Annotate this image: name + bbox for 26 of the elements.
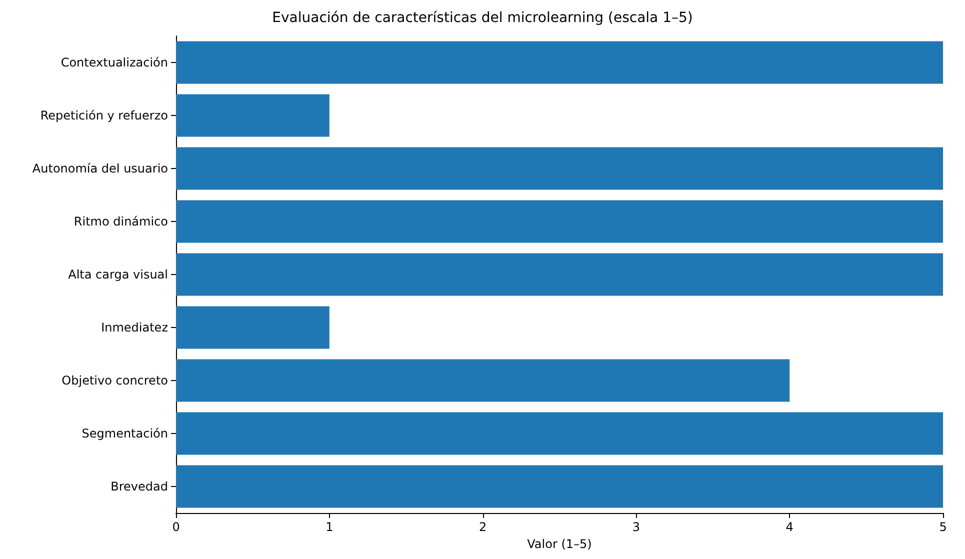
y-tick-label: Contextualización — [60, 56, 168, 70]
y-tick-label: Autonomía del usuario — [32, 162, 168, 176]
bar — [176, 41, 943, 84]
bar — [176, 465, 943, 508]
x-tick-label: 4 — [786, 520, 794, 534]
bar — [176, 200, 943, 243]
x-tick-label: 3 — [632, 520, 640, 534]
bar — [176, 94, 330, 137]
chart-title: Evaluación de características del microlearning (escala 1–5) — [272, 10, 693, 26]
bar — [176, 359, 790, 402]
bar — [176, 147, 943, 190]
y-tick-label: Ritmo dinámico — [74, 214, 168, 228]
bar — [176, 306, 330, 349]
x-tick-label: 5 — [939, 520, 947, 534]
y-tick-label: Objetivo concreto — [62, 374, 168, 388]
x-tick-label: 2 — [478, 520, 487, 534]
y-tick-label: Inmediatez — [101, 320, 168, 334]
y-tick-label: Repetición y refuerzo — [40, 108, 168, 122]
y-tick-label: Segmentación — [82, 426, 168, 440]
x-tick-label: 1 — [326, 520, 334, 534]
x-tick-label: 0 — [172, 520, 180, 534]
y-tick-label: Brevedad — [110, 480, 168, 494]
x-axis-title: Valor (1–5) — [527, 536, 592, 551]
bar — [176, 412, 943, 455]
bar — [176, 253, 943, 296]
y-tick-label: Alta carga visual — [68, 268, 168, 282]
